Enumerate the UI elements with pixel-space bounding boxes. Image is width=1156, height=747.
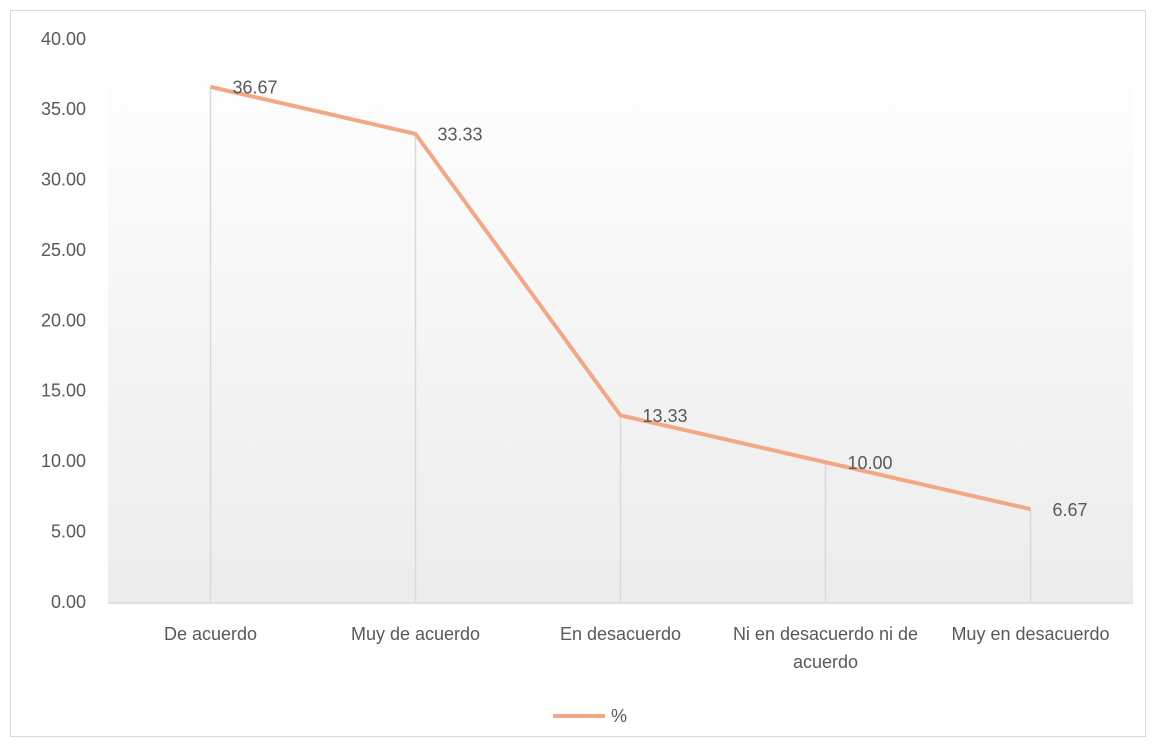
y-tick-label: 35.00 [41, 99, 86, 119]
legend-label: % [611, 706, 627, 726]
y-tick-label: 30.00 [41, 170, 86, 190]
y-tick-label: 20.00 [41, 310, 86, 330]
data-label: 10.00 [848, 453, 893, 473]
data-label: 13.33 [643, 406, 688, 426]
y-tick-label: 15.00 [41, 381, 86, 401]
data-label: 33.33 [438, 125, 483, 145]
y-tick-label: 10.00 [41, 451, 86, 471]
x-tick-label: Muy de acuerdo [351, 624, 480, 644]
y-tick-label: 40.00 [41, 29, 86, 49]
y-tick-label: 25.00 [41, 240, 86, 260]
x-tick-label: Muy en desacuerdo [951, 624, 1109, 644]
y-tick-label: 5.00 [51, 521, 86, 541]
line-series [210, 84, 1031, 512]
data-label: 36.67 [233, 78, 278, 98]
x-tick-label: En desacuerdo [560, 624, 681, 644]
x-tick-label: De acuerdo [164, 624, 257, 644]
x-tick-label: Ni en desacuerdo ni de acuerdo [733, 624, 918, 672]
y-tick-label: 0.00 [51, 592, 86, 612]
data-label: 6.67 [1053, 500, 1088, 520]
